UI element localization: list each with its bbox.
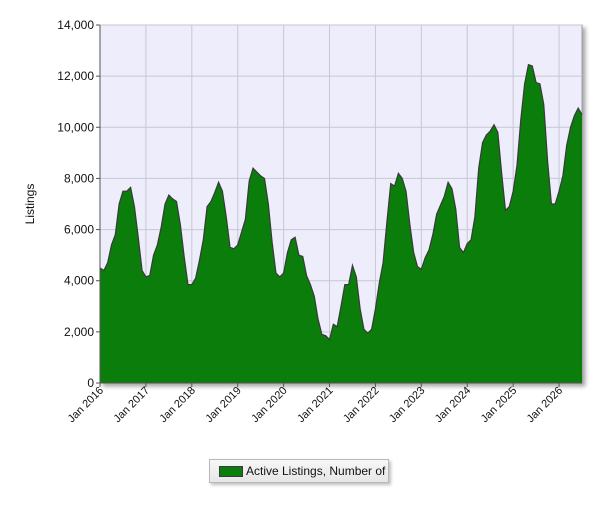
y-axis-ticks: 0 2,000 4,000 6,000 8,000 10,000 12,000 14,000 (57, 18, 100, 390)
x-tick-label: Jan 2017 (112, 385, 152, 425)
y-tick-label: 6,000 (64, 223, 94, 237)
axes (99, 25, 582, 384)
area-series-layer (99, 63, 583, 383)
legend: Active Listings, Number of (209, 459, 389, 483)
y-tick-label: 8,000 (64, 171, 94, 185)
x-tick-label: Jan 2023 (387, 385, 427, 425)
area-fill (100, 64, 582, 383)
legend-swatch (219, 465, 243, 477)
y-tick-label: 12,000 (57, 69, 94, 83)
x-tick-label: Jan 2019 (203, 385, 243, 425)
y-axis-label: Listings (23, 184, 37, 225)
x-tick-label: Jan 2020 (249, 385, 289, 425)
y-tick-label: 14,000 (57, 18, 94, 32)
x-axis-ticks: Jan 2016 Jan 2017 Jan 2018 Jan 2019 Jan 2020… (66, 383, 565, 425)
area-outline (99, 63, 583, 341)
x-tick-label: Jan 2016 (66, 385, 106, 425)
y-tick-label: 2,000 (64, 325, 94, 339)
y-tick-label: 0 (87, 376, 94, 390)
x-tick-label: Jan 2018 (157, 385, 197, 425)
x-tick-label: Jan 2026 (525, 385, 565, 425)
legend-label: Active Listings, Number of (246, 464, 386, 478)
x-tick-label: Jan 2024 (433, 385, 473, 425)
y-tick-label: 10,000 (57, 120, 94, 134)
x-tick-label: Jan 2025 (479, 385, 519, 425)
x-tick-label: Jan 2021 (295, 385, 335, 425)
y-tick-label: 4,000 (64, 274, 94, 288)
x-tick-label: Jan 2022 (341, 385, 381, 425)
